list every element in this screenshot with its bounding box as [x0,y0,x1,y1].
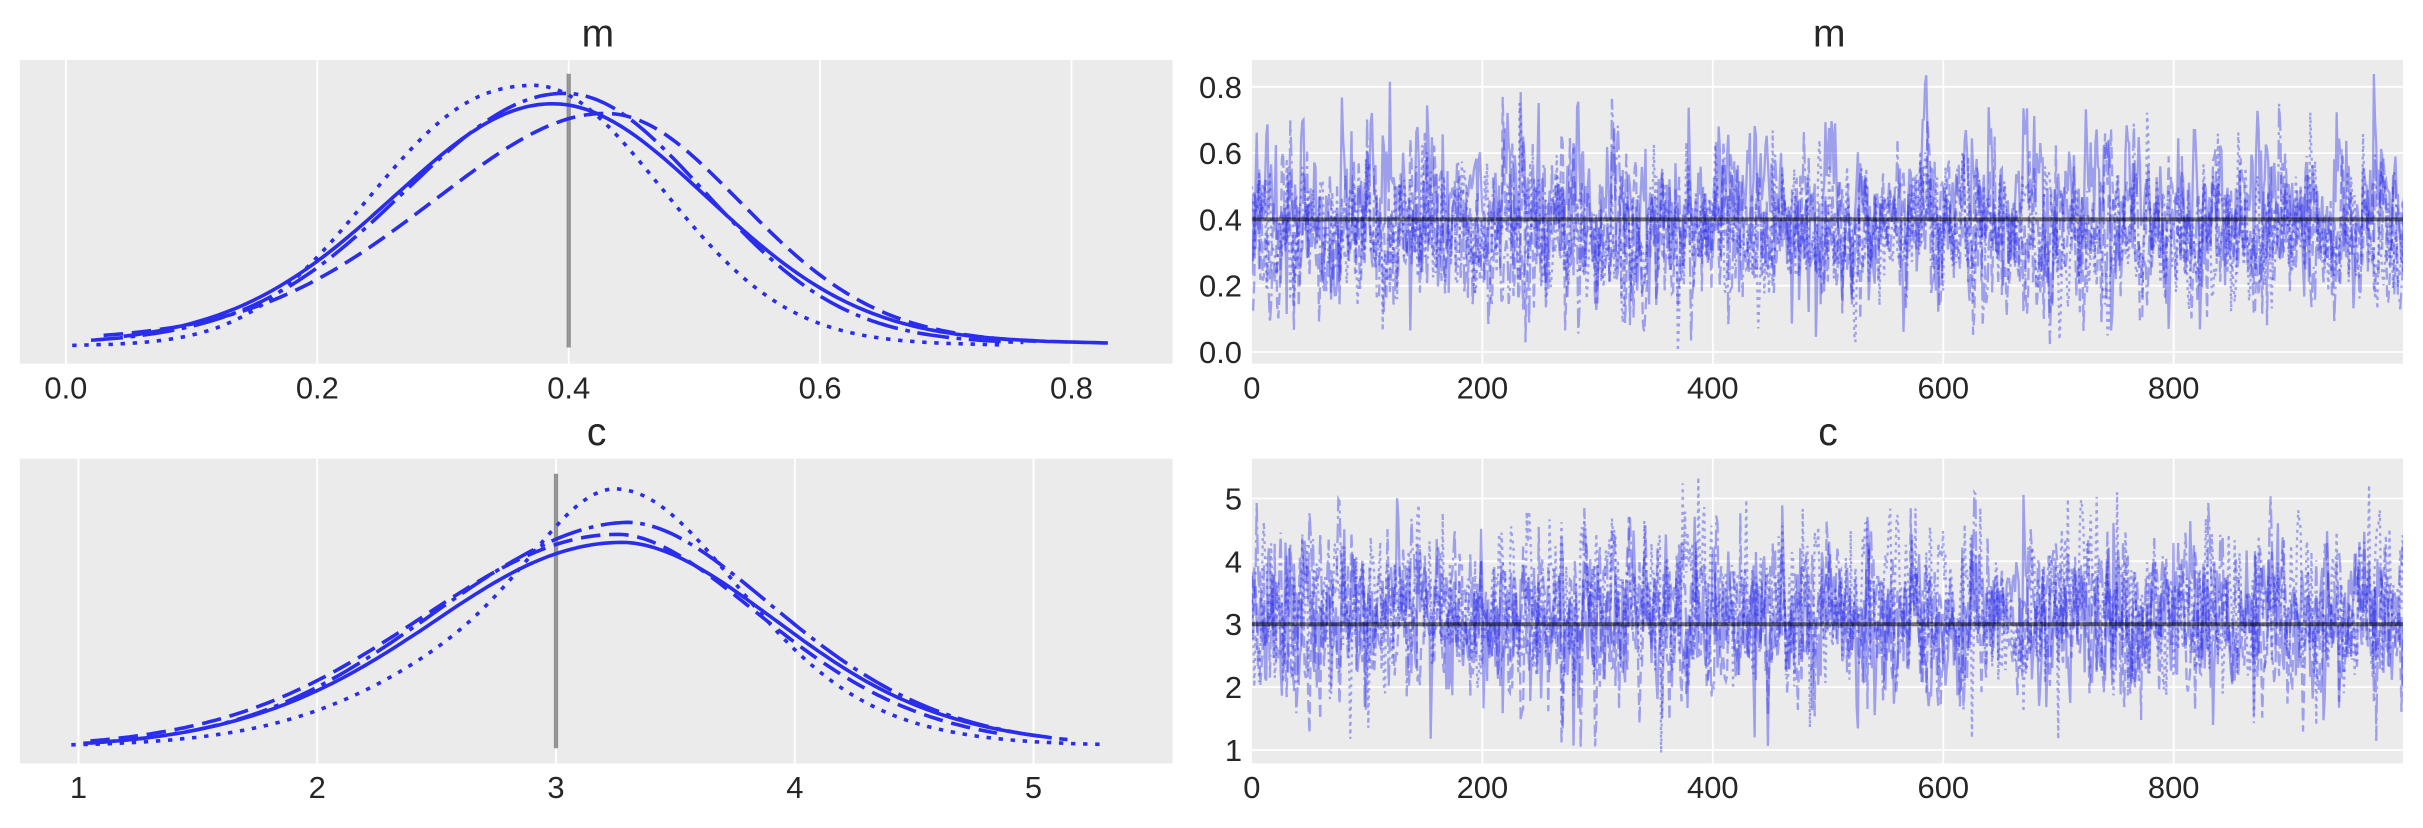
svg-text:800: 800 [2148,370,2200,405]
svg-text:0.0: 0.0 [1199,335,1242,370]
svg-text:0.0: 0.0 [44,370,87,405]
svg-text:0: 0 [1243,770,1260,805]
svg-text:200: 200 [1457,370,1509,405]
svg-text:200: 200 [1457,770,1509,805]
svg-text:0.4: 0.4 [1199,202,1242,237]
svg-text:400: 400 [1687,370,1739,405]
svg-text:0.6: 0.6 [799,370,842,405]
svg-text:1: 1 [1225,733,1242,768]
svg-text:c: c [587,411,607,454]
svg-text:800: 800 [2148,770,2200,805]
svg-text:400: 400 [1687,770,1739,805]
svg-text:1: 1 [70,770,87,805]
svg-text:600: 600 [1918,770,1970,805]
svg-text:5: 5 [1225,482,1242,517]
svg-text:2: 2 [309,770,326,805]
svg-text:0.4: 0.4 [547,370,590,405]
svg-text:0: 0 [1243,370,1260,405]
svg-text:m: m [582,13,615,56]
svg-text:4: 4 [786,770,803,805]
svg-text:600: 600 [1918,370,1970,405]
svg-text:3: 3 [1225,607,1242,642]
svg-text:0.2: 0.2 [1199,269,1242,304]
svg-text:4: 4 [1225,544,1242,579]
svg-text:0.6: 0.6 [1199,136,1242,171]
svg-text:c: c [1818,411,1838,454]
svg-text:5: 5 [1025,770,1042,805]
svg-text:0.2: 0.2 [296,370,339,405]
svg-text:2: 2 [1225,670,1242,705]
svg-text:3: 3 [547,770,564,805]
svg-text:0.8: 0.8 [1050,370,1093,405]
svg-text:0.8: 0.8 [1199,70,1242,105]
svg-text:m: m [1813,13,1846,56]
